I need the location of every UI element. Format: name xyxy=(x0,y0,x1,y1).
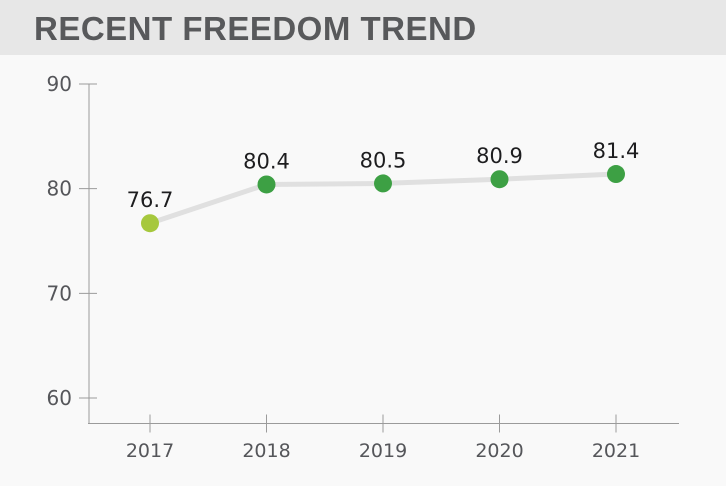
y-axis-label: 70 xyxy=(47,281,72,305)
data-point xyxy=(374,174,392,193)
data-point-label: 80.4 xyxy=(243,149,290,173)
data-point-label: 81.4 xyxy=(593,139,640,163)
x-axis-label: 2020 xyxy=(475,440,523,462)
x-axis-label: 2018 xyxy=(242,440,290,462)
data-point xyxy=(490,170,509,189)
freedom-trend-chart: 90 80 70 60 2017 2018 2019 2020 2021 76.7 80.4 80.5… xyxy=(47,72,679,462)
header-bar: RECENT FREEDOM TREND xyxy=(0,0,726,55)
x-axis-label: 2019 xyxy=(359,440,407,462)
y-axis-label: 60 xyxy=(47,386,72,410)
y-axis-label: 90 xyxy=(47,72,72,96)
data-point-label: 76.7 xyxy=(127,188,174,212)
y-axis-label: 80 xyxy=(47,177,72,201)
page-title: RECENT FREEDOM TREND xyxy=(34,10,477,47)
data-point xyxy=(257,175,276,194)
x-axis-label: 2017 xyxy=(126,440,174,462)
data-point-label: 80.9 xyxy=(476,144,523,168)
data-point xyxy=(607,165,625,184)
x-axis-label: 2021 xyxy=(592,440,640,462)
data-point xyxy=(141,214,159,233)
data-point-label: 80.5 xyxy=(360,148,407,172)
